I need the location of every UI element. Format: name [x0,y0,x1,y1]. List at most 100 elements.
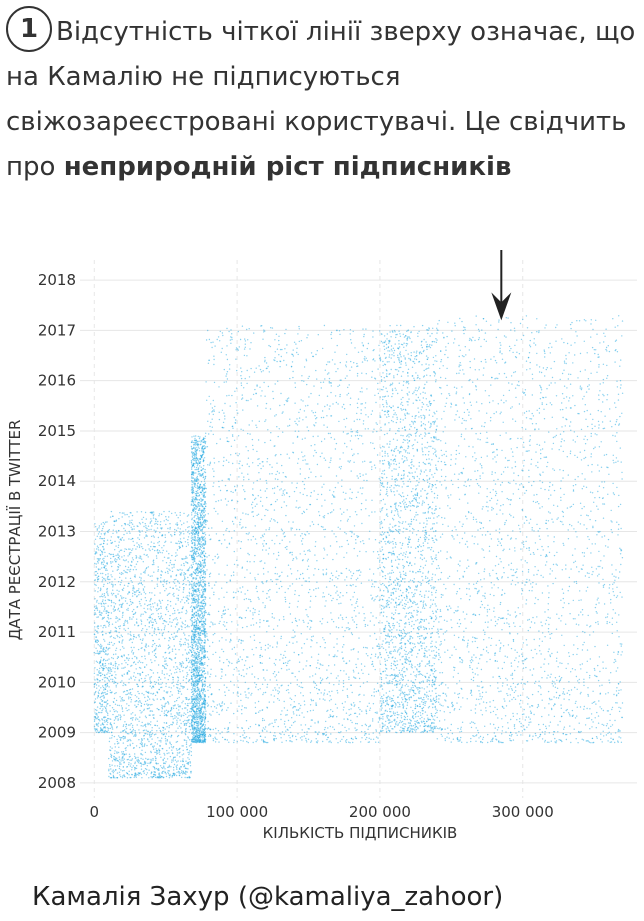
data-point [107,679,110,681]
data-point [197,526,199,528]
data-point [117,563,120,566]
data-point [191,675,193,677]
data-point [201,737,204,739]
data-point [147,704,149,707]
data-point [107,616,109,619]
data-point [113,719,116,721]
data-point [192,533,194,535]
data-point [100,587,102,589]
data-point [181,730,183,733]
data-point [150,750,152,753]
data-point [103,651,106,653]
data-point [120,538,122,540]
data-point [132,675,135,677]
data-point [167,710,169,712]
data-point [172,636,174,638]
data-point [201,518,204,521]
data-point [191,527,193,529]
data-point [112,667,114,669]
data-point [117,759,119,762]
data-point [95,563,97,565]
data-point [119,758,121,760]
data-point [198,488,201,491]
data-point [99,711,101,714]
data-point [191,557,193,559]
data-point [177,599,179,601]
chart-points [93,315,624,779]
data-point [120,698,123,700]
data-point [115,649,117,652]
data-point [121,667,123,669]
data-point [143,703,146,706]
data-point [151,511,153,513]
data-point [96,639,99,641]
data-point [201,559,204,562]
data-point [137,589,139,592]
data-point [96,661,99,663]
data-point [198,701,200,703]
data-point [155,608,157,610]
data-point [191,566,193,568]
data-point [118,604,121,606]
data-point [160,607,162,609]
data-point [195,531,197,534]
data-point [191,448,193,450]
data-point [150,535,153,538]
data-point [144,768,147,770]
data-point [204,526,206,528]
data-point [121,572,123,574]
data-point [183,522,185,524]
data-point [194,442,197,444]
data-point [154,653,157,655]
data-point [104,596,107,598]
data-point [161,766,163,769]
data-point [170,723,172,726]
data-point [110,753,112,755]
data-point [202,532,204,534]
data-point [173,566,175,568]
data-point [108,623,111,626]
data-point [94,523,96,525]
data-point [107,670,110,672]
data-point [142,725,144,727]
data-point [150,760,152,762]
data-point [194,468,196,471]
data-point [189,762,192,764]
data-point [184,667,187,669]
data-point [161,704,163,706]
data-point [198,450,201,452]
data-point [142,638,144,640]
data-point [194,712,196,715]
data-point [189,566,191,568]
data-point [153,650,155,652]
data-point [176,624,178,626]
data-point [164,703,166,705]
data-point [179,671,181,673]
data-point [98,685,100,687]
data-point [252,614,254,616]
data-point [150,743,152,746]
data-point [191,440,193,442]
data-point [176,697,179,700]
data-point [106,711,108,713]
data-point [169,526,171,529]
data-point [196,567,198,569]
data-point [104,676,107,679]
data-point [117,536,119,538]
data-point [192,477,195,479]
data-point [147,762,149,764]
data-point [193,612,196,615]
data-point [190,473,193,475]
data-point [171,563,173,566]
data-point [195,660,198,663]
data-point [170,744,172,746]
data-point [138,546,141,549]
data-point [201,517,204,519]
data-point [177,704,179,706]
data-point [161,747,163,750]
data-point [141,754,144,756]
data-point [187,705,189,707]
data-point [195,713,198,716]
data-point [117,566,119,568]
data-point [137,672,139,675]
